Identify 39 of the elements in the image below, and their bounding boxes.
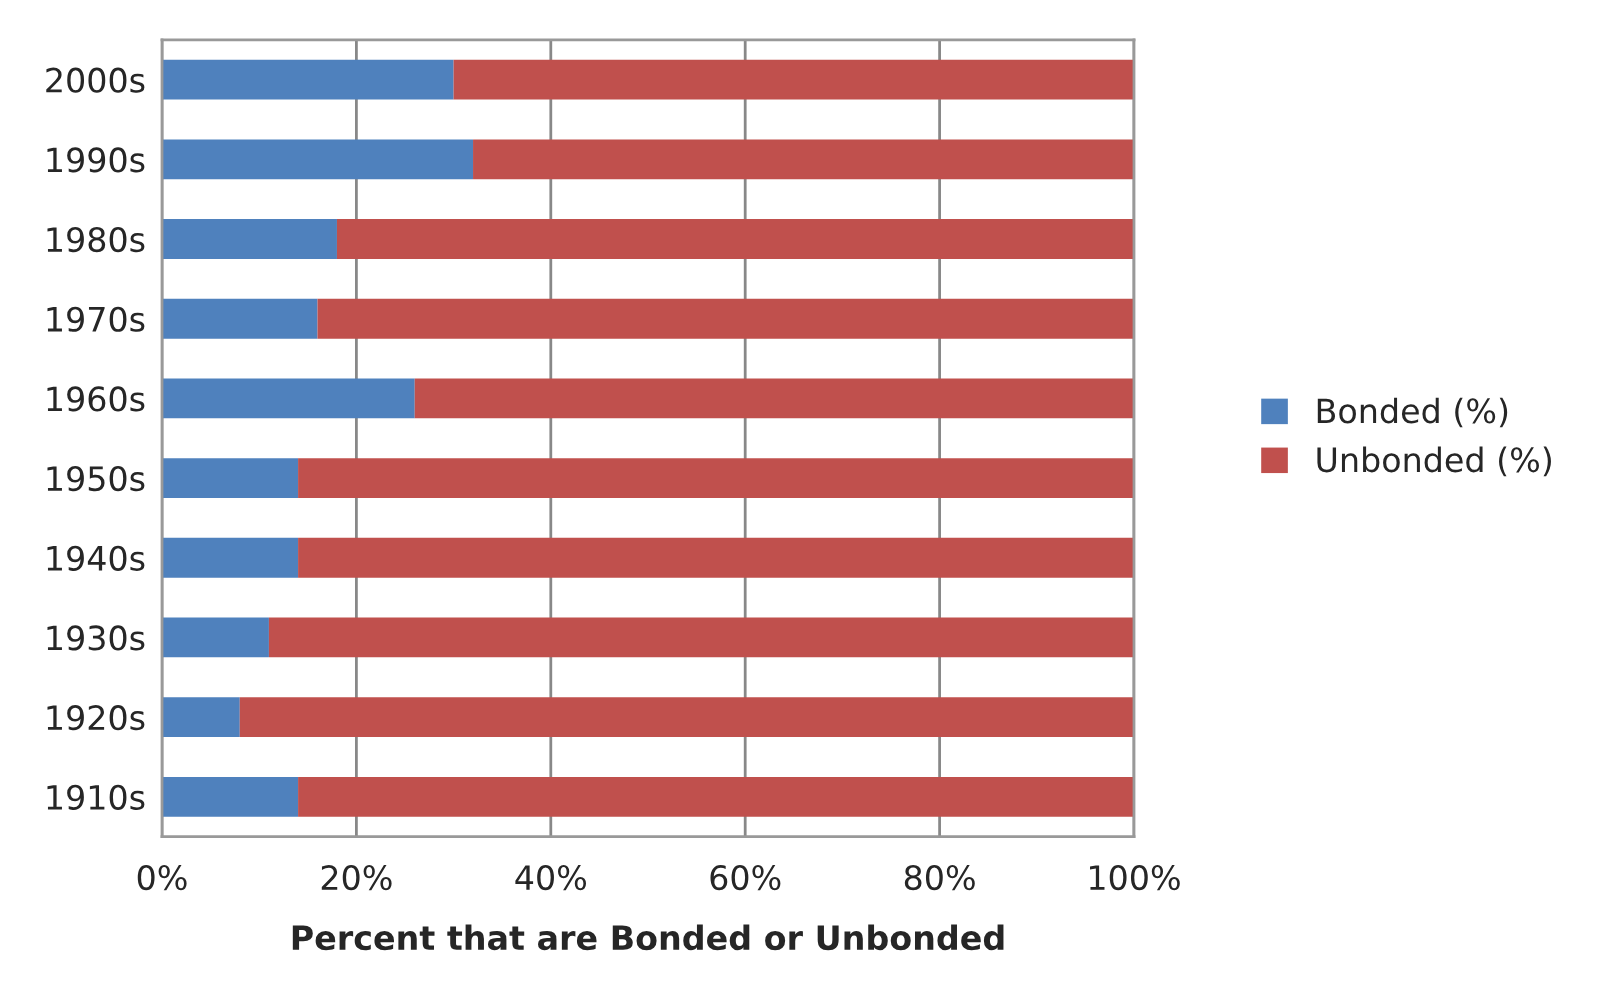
bar (162, 298, 318, 339)
y-tick-label: 1980s (47, 226, 145, 253)
y-tick-label: 1960s (47, 386, 145, 412)
bar (162, 617, 269, 658)
bar (162, 378, 415, 419)
bar (239, 697, 1134, 738)
x-axis-title: Percent that are Bonded or Unbonded (292, 924, 1004, 951)
legend-label: Unbonded (%) (1317, 446, 1551, 477)
bar (162, 59, 454, 100)
bar (317, 298, 1134, 339)
bar (298, 458, 1134, 498)
bar (336, 219, 1134, 259)
legend-label: Bonded (%) (1317, 397, 1508, 428)
y-tick-label: 1910s (47, 784, 145, 810)
bar (473, 139, 1134, 180)
y-tick-label: 1940s (47, 545, 145, 571)
y-tick-label: 1990s (47, 147, 145, 173)
y-tick-label: 1930s (47, 625, 145, 651)
x-tick-label: 20% (321, 865, 392, 891)
y-tick-label: 1950s (47, 466, 145, 492)
bar (162, 776, 299, 817)
x-tick-label: 40% (515, 865, 586, 891)
x-tick-label: 100% (1090, 865, 1180, 891)
bar (298, 776, 1134, 817)
bar (298, 537, 1134, 578)
x-tick-label: 60% (710, 865, 781, 891)
bar (268, 617, 1134, 658)
bar (414, 378, 1134, 419)
bar (162, 537, 299, 578)
bar (453, 59, 1134, 100)
x-tick-label: 80% (904, 865, 975, 891)
bar (162, 219, 337, 259)
bar (162, 458, 299, 498)
y-tick-label: 1920s (47, 705, 145, 731)
x-tick-label: 0% (137, 865, 187, 891)
y-tick-label: 2000s (46, 67, 145, 93)
y-tick-label: 1970s (47, 306, 145, 332)
bar (162, 697, 240, 738)
bar (162, 139, 474, 180)
